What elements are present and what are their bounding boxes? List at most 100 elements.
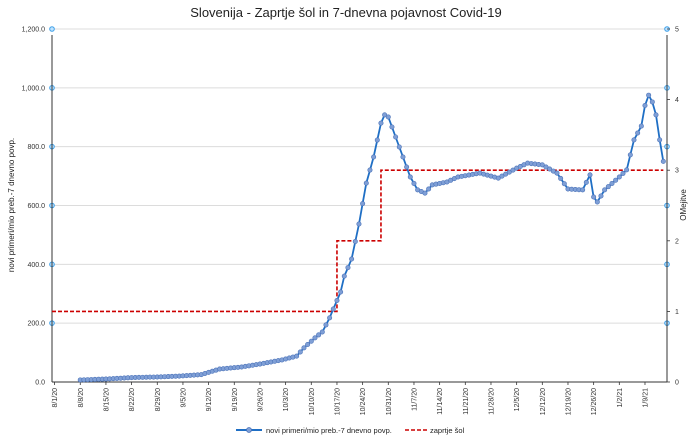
x-tick-label: 1/2/21 [617,388,624,408]
data-point [657,137,663,143]
x-tick-label: 10/17/20 [334,388,341,415]
legend-marker-cases [246,427,252,433]
legend-label-cases: novi primeri/mio preb.-7 dnevno povp. [266,426,392,435]
data-point [323,322,329,328]
data-point [356,221,362,227]
legend-label-schools: zaprtje šol [430,426,465,435]
chart-title: Slovenija - Zaprtje šol in 7-dnevna poja… [190,5,501,20]
data-point [543,164,549,170]
data-point [341,273,347,279]
data-point [334,298,340,304]
data-point [426,186,432,192]
data-point [594,199,600,205]
y2-tick-label: 2 [675,238,679,245]
data-point [609,180,615,186]
y-tick-label: 600.0 [27,203,45,210]
x-tick-label: 10/3/20 [283,388,290,411]
axes: 0.0200.0400.0600.0800.01,000.01,200.0012… [22,26,679,415]
x-tick-label: 8/29/20 [155,388,162,411]
x-tick-label: 9/12/20 [206,388,213,411]
series-line-zaprtje-sol [52,169,664,313]
data-point [345,265,351,271]
y-axis-label: novi primeri/mio preb.-7 dnevno povp. [7,138,16,272]
y-tick-label: 1,200.0 [22,27,45,34]
data-point [389,124,395,130]
data-point [400,154,406,160]
data-point [404,164,410,170]
x-tick-label: 11/28/20 [488,388,495,415]
data-point [547,166,553,172]
data-point [338,289,344,295]
x-tick-label: 12/26/20 [591,388,598,415]
data-point [653,112,659,118]
y2-tick-label: 4 [675,97,679,104]
data-point [393,134,399,140]
legend: novi primeri/mio preb.-7 dnevno povp. za… [236,426,465,435]
series-marks [52,92,666,383]
x-tick-label: 9/26/20 [257,388,264,411]
data-point [539,162,545,168]
data-point [297,349,303,355]
data-point [327,315,333,321]
data-point [635,130,641,136]
data-point [396,144,402,150]
x-tick-label: 9/5/20 [180,388,187,408]
data-point [367,167,373,173]
data-point [613,177,619,183]
x-tick-label: 12/5/20 [514,388,521,411]
data-point [316,332,322,338]
data-point [371,154,377,160]
x-tick-label: 12/12/20 [540,388,547,415]
y-tick-label: 400.0 [27,262,45,269]
data-point [349,256,355,262]
x-tick-label: 10/24/20 [360,388,367,415]
x-tick-label: 8/15/20 [103,388,110,411]
data-point [360,201,366,207]
data-point [602,187,608,193]
y2-tick-label: 0 [675,380,679,387]
data-point [411,180,417,186]
data-point [598,193,604,199]
x-tick-label: 11/21/20 [463,388,470,415]
data-point [422,190,428,196]
data-point [558,175,564,181]
data-point [363,180,369,186]
data-point [561,181,567,187]
data-point [301,345,307,351]
data-point [631,137,637,143]
data-point [554,170,560,176]
data-point [319,329,325,335]
x-tick-label: 8/1/20 [52,388,59,408]
data-point [550,168,556,174]
data-point [378,120,384,126]
x-tick-label: 8/8/20 [78,388,85,408]
data-point [638,123,644,129]
data-point [591,194,597,200]
data-point [352,239,358,245]
x-tick-label: 10/31/20 [386,388,393,415]
y2-axis-label: OMejitve [679,189,688,221]
data-point [407,174,413,180]
y-tick-label: 800.0 [27,144,45,151]
data-point [642,102,648,108]
data-point [627,152,633,158]
data-point [646,92,652,98]
y-tick-label: 200.0 [27,321,45,328]
gridlines [52,28,667,324]
y2-tick-label: 1 [675,309,679,316]
data-point [330,306,336,312]
x-tick-label: 10/10/20 [309,388,316,415]
data-point [308,338,314,344]
series-line-cases [80,92,665,381]
data-point [580,187,586,193]
x-tick-label: 1/9/21 [642,388,649,408]
data-point [312,335,318,341]
data-point [385,114,391,120]
y-axis-marker [49,26,55,32]
data-point [649,99,655,105]
x-tick-label: 12/19/20 [565,388,572,415]
x-tick-label: 11/7/20 [411,388,418,411]
data-point [305,342,311,348]
